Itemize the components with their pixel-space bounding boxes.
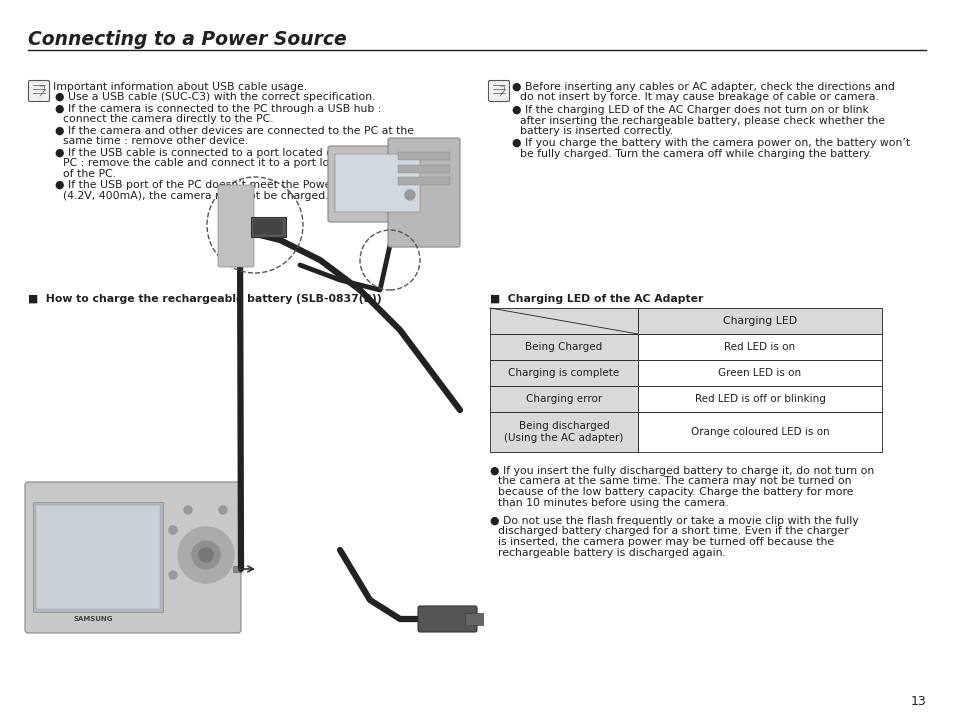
- Circle shape: [178, 527, 233, 583]
- Bar: [638, 334, 882, 360]
- Text: because of the low battery capacity. Charge the battery for more: because of the low battery capacity. Cha…: [497, 487, 853, 497]
- Text: 13: 13: [909, 695, 925, 708]
- FancyBboxPatch shape: [328, 146, 427, 222]
- Circle shape: [169, 526, 177, 534]
- Bar: [490, 412, 638, 452]
- Text: do not insert by force. It may cause breakage of cable or camera.: do not insert by force. It may cause bre…: [519, 92, 878, 102]
- Text: ■  Charging LED of the AC Adapter: ■ Charging LED of the AC Adapter: [490, 294, 702, 304]
- Text: Connecting to a Power Source: Connecting to a Power Source: [28, 30, 346, 49]
- Text: Charging LED: Charging LED: [722, 316, 796, 326]
- FancyBboxPatch shape: [29, 81, 50, 102]
- Text: Being Charged: Being Charged: [525, 342, 602, 352]
- Text: discharged battery charged for a short time. Even if the charger: discharged battery charged for a short t…: [497, 526, 848, 536]
- Circle shape: [219, 506, 227, 514]
- Circle shape: [405, 190, 415, 200]
- Text: Red LED is on: Red LED is on: [723, 342, 795, 352]
- Text: the camera at the same time. The camera may not be turned on: the camera at the same time. The camera …: [497, 477, 851, 487]
- Text: ● If the USB port of the PC doesn’t meet the Power output standard: ● If the USB port of the PC doesn’t meet…: [55, 181, 427, 191]
- Text: ■  How to charge the rechargeable battery (SLB-0837(B)): ■ How to charge the rechargeable battery…: [28, 294, 381, 304]
- Text: PC : remove the cable and connect it to a port located on the back: PC : remove the cable and connect it to …: [63, 158, 428, 168]
- Text: ● If you insert the fully discharged battery to charge it, do not turn on: ● If you insert the fully discharged bat…: [490, 466, 873, 476]
- Text: be fully charged. Turn the camera off while charging the battery.: be fully charged. Turn the camera off wh…: [519, 149, 871, 159]
- Bar: [397, 177, 450, 185]
- Text: battery is inserted correctly.: battery is inserted correctly.: [519, 126, 673, 136]
- Circle shape: [192, 541, 220, 569]
- Text: ● Use a USB cable (SUC-C3) with the correct specification.: ● Use a USB cable (SUC-C3) with the corr…: [55, 92, 375, 102]
- Text: ● Before inserting any cables or AC adapter, check the directions and: ● Before inserting any cables or AC adap…: [512, 82, 894, 92]
- Bar: [397, 152, 450, 160]
- Bar: [251, 217, 286, 237]
- Text: rechargeable battery is discharged again.: rechargeable battery is discharged again…: [497, 547, 725, 557]
- Text: ● If the camera is connected to the PC through a USB hub :: ● If the camera is connected to the PC t…: [55, 104, 381, 114]
- FancyBboxPatch shape: [488, 81, 509, 102]
- Bar: [335, 154, 419, 212]
- Text: Being discharged
(Using the AC adapter): Being discharged (Using the AC adapter): [504, 421, 623, 443]
- Circle shape: [169, 571, 177, 579]
- Text: Green LED is on: Green LED is on: [718, 368, 801, 378]
- Bar: [638, 360, 882, 386]
- Text: after inserting the rechargeable battery, please check whether the: after inserting the rechargeable battery…: [519, 115, 884, 125]
- Text: Charging is complete: Charging is complete: [508, 368, 619, 378]
- Text: Charging error: Charging error: [525, 394, 601, 404]
- Text: of the PC.: of the PC.: [63, 169, 116, 179]
- Bar: [253, 219, 283, 235]
- Text: is inserted, the camera power may be turned off because the: is inserted, the camera power may be tur…: [497, 537, 833, 547]
- FancyBboxPatch shape: [25, 482, 241, 633]
- Text: same time : remove other device.: same time : remove other device.: [63, 137, 248, 146]
- Bar: [490, 334, 638, 360]
- Text: Red LED is off or blinking: Red LED is off or blinking: [694, 394, 824, 404]
- FancyBboxPatch shape: [417, 606, 476, 632]
- Text: Orange coloured LED is on: Orange coloured LED is on: [690, 427, 828, 437]
- Bar: [490, 360, 638, 386]
- Text: ● If the charging LED of the AC Charger does not turn on or blink: ● If the charging LED of the AC Charger …: [512, 105, 868, 115]
- Bar: [233, 566, 241, 572]
- Circle shape: [199, 548, 213, 562]
- Text: ● If you charge the battery with the camera power on, the battery won’t: ● If you charge the battery with the cam…: [512, 138, 909, 148]
- Bar: [490, 308, 638, 334]
- Text: ● Do not use the flash frequently or take a movie clip with the fully: ● Do not use the flash frequently or tak…: [490, 516, 858, 526]
- Bar: [490, 386, 638, 412]
- Bar: [638, 412, 882, 452]
- Text: connect the camera directly to the PC.: connect the camera directly to the PC.: [63, 114, 274, 125]
- Bar: [464, 613, 482, 625]
- Bar: [638, 386, 882, 412]
- FancyBboxPatch shape: [388, 138, 459, 247]
- Text: ● If the camera and other devices are connected to the PC at the: ● If the camera and other devices are co…: [55, 126, 414, 136]
- Text: ● If the USB cable is connected to a port located on the front of the: ● If the USB cable is connected to a por…: [55, 148, 426, 158]
- Bar: [33, 502, 163, 612]
- FancyBboxPatch shape: [218, 185, 253, 267]
- Bar: [36, 505, 160, 609]
- Circle shape: [184, 506, 192, 514]
- Text: Important information about USB cable usage.: Important information about USB cable us…: [53, 82, 307, 92]
- Text: than 10 minutes before using the camera.: than 10 minutes before using the camera.: [497, 498, 728, 508]
- Bar: [397, 165, 450, 173]
- Bar: [638, 308, 882, 334]
- Text: (4.2V, 400mA), the camera may not be charged.: (4.2V, 400mA), the camera may not be cha…: [63, 191, 328, 201]
- Text: SAMSUNG: SAMSUNG: [73, 616, 112, 622]
